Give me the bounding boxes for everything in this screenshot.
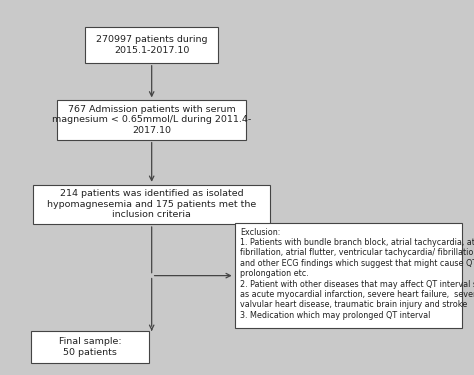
Text: Exclusion:
1. Patients with bundle branch block, atrial tachycardia, atrial
fibr: Exclusion: 1. Patients with bundle branc… — [240, 228, 474, 320]
FancyBboxPatch shape — [57, 100, 246, 140]
Text: 767 Admission patients with serum
magnesium < 0.65mmol/L during 2011.4-
2017.10: 767 Admission patients with serum magnes… — [52, 105, 251, 135]
FancyBboxPatch shape — [85, 27, 218, 63]
Text: 214 patients was identified as isolated
hypomagnesemia and 175 patients met the
: 214 patients was identified as isolated … — [47, 189, 256, 219]
Text: Final sample:
50 patients: Final sample: 50 patients — [59, 337, 121, 357]
Text: 270997 patients during
2015.1-2017.10: 270997 patients during 2015.1-2017.10 — [96, 35, 208, 55]
FancyBboxPatch shape — [33, 184, 270, 224]
FancyBboxPatch shape — [31, 331, 149, 363]
FancyBboxPatch shape — [235, 223, 462, 328]
